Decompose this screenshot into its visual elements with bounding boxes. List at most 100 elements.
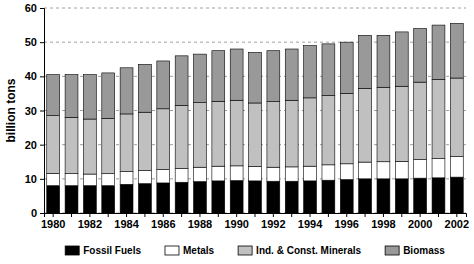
bar: [157, 183, 170, 213]
tick: [181, 213, 182, 217]
tick: [144, 213, 145, 217]
legend-label: Metals: [183, 245, 215, 256]
bar: [285, 100, 298, 167]
tick-mark: [89, 213, 90, 217]
legend-item: Metals: [165, 245, 215, 256]
bar: [304, 46, 317, 98]
bars: [47, 23, 463, 213]
tick: 1984: [114, 213, 139, 230]
bar: [83, 186, 96, 213]
chart: 0102030405060198019821984198619881990199…: [0, 0, 474, 264]
bar: [285, 181, 298, 213]
bar: [432, 25, 445, 79]
x-axis: 1980198219841986198819901992199419961998…: [41, 213, 469, 230]
tick: 1982: [78, 213, 102, 230]
tick: [218, 213, 219, 217]
tick-mark: [126, 213, 127, 217]
tick: 10: [25, 173, 44, 185]
bar: [267, 181, 280, 213]
bar: [120, 68, 133, 114]
tick-mark: [310, 213, 311, 217]
bar: [322, 95, 335, 164]
bar: [267, 51, 280, 102]
tick-mark: [420, 213, 421, 217]
bar: [138, 112, 151, 170]
tick: 1980: [41, 213, 65, 230]
legend-label: Fossil Fuels: [83, 245, 141, 256]
tick-mark: [40, 179, 44, 180]
bar: [157, 61, 170, 109]
bar: [450, 177, 463, 213]
tick: [291, 213, 292, 217]
bar: [340, 164, 353, 180]
bar: [432, 159, 445, 178]
bar: [377, 87, 390, 161]
grid: [44, 8, 466, 213]
bar: [175, 182, 188, 213]
legend-label: Biomass: [403, 245, 445, 256]
bar: [395, 161, 408, 178]
bar: [450, 157, 463, 178]
bar: [47, 116, 60, 174]
tick-label: 10: [25, 173, 37, 185]
bar: [304, 181, 317, 213]
tick-label: 40: [25, 70, 37, 82]
bar: [194, 54, 207, 103]
bar: [304, 98, 317, 166]
bar: [212, 181, 225, 213]
tick-mark: [40, 213, 44, 214]
legend-swatch: [238, 246, 252, 255]
tick-label: 0: [31, 207, 37, 219]
tick-mark: [236, 213, 237, 217]
tick-mark: [328, 213, 329, 217]
legend-item: Fossil Fuels: [65, 245, 141, 256]
y-axis: 0102030405060: [25, 2, 45, 219]
tick: 40: [25, 70, 44, 82]
bar: [267, 102, 280, 168]
tick-mark: [181, 213, 182, 217]
tick-mark: [199, 213, 200, 217]
bar: [359, 162, 372, 179]
tick-label: 1980: [41, 218, 65, 230]
bar: [359, 88, 372, 162]
tick-mark: [53, 213, 54, 217]
tick-mark: [40, 111, 44, 112]
bar: [267, 167, 280, 181]
bar: [65, 174, 78, 186]
axis-line: [40, 9, 45, 214]
tick: [108, 213, 109, 217]
tick: 30: [25, 105, 44, 117]
bar: [359, 179, 372, 213]
tick-label: 1990: [224, 218, 248, 230]
bar: [47, 75, 60, 116]
tick: 1986: [151, 213, 175, 230]
tick: 2000: [408, 213, 432, 230]
bar: [230, 166, 243, 181]
bar: [340, 180, 353, 213]
tick: 1988: [188, 213, 212, 230]
bar: [83, 119, 96, 174]
tick: [401, 213, 402, 217]
bar: [102, 174, 115, 186]
tick-mark: [40, 145, 44, 146]
tick-label: 1986: [151, 218, 175, 230]
tick-mark: [401, 213, 402, 217]
bar: [450, 78, 463, 157]
legend-item: Biomass: [385, 245, 445, 256]
tick: 1992: [261, 213, 285, 230]
bar: [212, 101, 225, 166]
bar: [83, 174, 96, 186]
series: [47, 23, 463, 119]
legend-swatch: [165, 246, 179, 255]
bar: [322, 180, 335, 213]
bar: [138, 64, 151, 112]
bar: [414, 160, 427, 178]
tick: [438, 213, 439, 217]
bar: [322, 165, 335, 180]
grid-line: [44, 8, 466, 9]
bar: [138, 184, 151, 213]
tick-mark: [218, 213, 219, 217]
tick: 1990: [224, 213, 248, 230]
tick-label: 1988: [188, 218, 212, 230]
tick: 1996: [334, 213, 358, 230]
